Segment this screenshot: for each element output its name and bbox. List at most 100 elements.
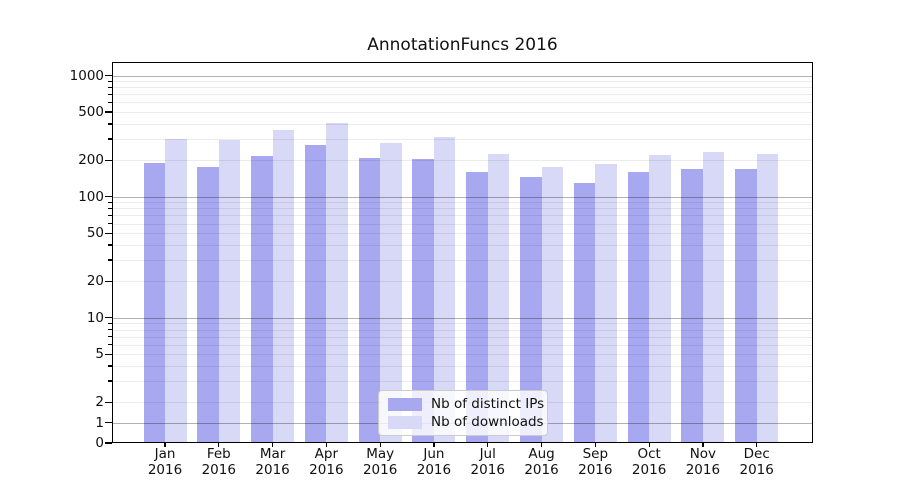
- gridline-minor: [112, 208, 813, 210]
- gridline-minor: [112, 202, 813, 204]
- y-tick-mark: [105, 401, 112, 404]
- gridline-minor: [112, 260, 813, 261]
- y-tick-mark: [105, 353, 112, 355]
- legend-swatch-distinct-ips: [388, 397, 422, 411]
- y-minor-tick-mark: [108, 214, 112, 217]
- x-tick-label: May 2016: [362, 446, 398, 478]
- bar-downloads: [649, 155, 671, 443]
- y-minor-tick-mark: [108, 244, 112, 246]
- bar-distinct-ips: [466, 171, 488, 443]
- y-tick-label: 0: [95, 435, 104, 451]
- y-tick-mark: [105, 422, 112, 424]
- bar-downloads: [165, 138, 187, 443]
- x-tick-mark: [594, 443, 597, 447]
- x-tick-label: Jan 2016: [147, 446, 183, 478]
- x-tick-mark: [271, 443, 274, 447]
- y-tick-mark: [105, 111, 112, 113]
- bar-downloads: [702, 151, 725, 443]
- gridline-minor: [112, 323, 813, 325]
- y-minor-tick-mark: [108, 344, 112, 346]
- gridline-major: [112, 75, 813, 77]
- bar-distinct-ips: [197, 167, 219, 443]
- y-tick-label: 10: [86, 309, 104, 326]
- gridline-minor: [112, 354, 813, 356]
- x-tick-label: Dec 2016: [739, 446, 774, 478]
- bar-downloads: [595, 164, 617, 443]
- bar-distinct-ips: [627, 171, 650, 443]
- gridline-major: [112, 196, 813, 198]
- y-tick-mark: [105, 196, 112, 198]
- x-tick-label: Sep 2016: [578, 446, 613, 478]
- x-tick-mark: [164, 443, 166, 447]
- legend-label-distinct-ips: Nb of distinct IPs: [431, 396, 545, 412]
- gridline-minor: [112, 123, 813, 125]
- bar-downloads: [380, 142, 402, 443]
- x-tick-label: Apr 2016: [309, 446, 344, 478]
- bar-distinct-ips: [573, 182, 596, 443]
- bar-distinct-ips: [735, 168, 757, 443]
- bar-downloads: [541, 167, 564, 443]
- x-tick-label: Jun 2016: [416, 446, 452, 478]
- bar-downloads: [433, 137, 456, 443]
- x-tick-label: Aug 2016: [524, 446, 559, 478]
- y-tick-label: 2: [95, 394, 104, 411]
- y-minor-tick-mark: [108, 335, 112, 338]
- y-tick-mark: [105, 75, 112, 77]
- bars-layer: [112, 62, 813, 443]
- bar-distinct-ips: [520, 177, 542, 443]
- y-tick-mark: [105, 280, 112, 283]
- y-minor-tick-mark: [108, 365, 112, 367]
- bar-distinct-ips: [681, 168, 703, 443]
- gridline-minor: [112, 87, 813, 89]
- x-tick-label: Nov 2016: [685, 446, 721, 478]
- gridline-minor: [112, 102, 813, 104]
- x-tick-label: Jul 2016: [470, 446, 505, 478]
- y-tick-label: 1: [95, 414, 104, 431]
- gridline-minor: [112, 336, 813, 338]
- y-minor-tick-mark: [108, 259, 112, 261]
- gridline-minor: [112, 81, 813, 83]
- bar-distinct-ips: [143, 162, 165, 443]
- bar-distinct-ips: [412, 158, 434, 443]
- plot-area: [112, 62, 813, 443]
- gridline-minor: [112, 160, 813, 162]
- bar-downloads: [272, 130, 295, 443]
- gridline-major: [112, 317, 813, 319]
- y-minor-tick-mark: [108, 123, 112, 125]
- gridline-minor: [112, 94, 813, 96]
- x-tick-mark: [648, 443, 650, 447]
- x-tick-label: Mar 2016: [255, 446, 290, 478]
- gridline-minor: [112, 329, 813, 331]
- chart-title: AnnotationFuncs 2016: [367, 35, 558, 55]
- legend-label-downloads: Nb of downloads: [431, 414, 544, 430]
- y-tick-label: 500: [78, 104, 104, 121]
- legend-item-distinct-ips: Nb of distinct IPs: [388, 396, 544, 412]
- y-tick-label: 20: [86, 273, 104, 290]
- x-tick-mark: [487, 443, 489, 447]
- y-minor-tick-mark: [108, 380, 112, 382]
- bar-downloads: [218, 139, 241, 443]
- y-tick-mark: [105, 442, 112, 444]
- y-minor-tick-mark: [108, 322, 112, 324]
- y-minor-tick-mark: [108, 328, 112, 331]
- y-minor-tick-mark: [108, 86, 112, 89]
- y-minor-tick-mark: [108, 222, 112, 225]
- bar-distinct-ips: [304, 145, 327, 443]
- x-tick-mark: [756, 443, 758, 447]
- gridline-minor: [112, 223, 813, 225]
- gridline-minor: [112, 381, 813, 383]
- y-minor-tick-mark: [108, 93, 112, 96]
- bar-downloads: [756, 154, 779, 443]
- bar-distinct-ips: [358, 157, 381, 443]
- gridline-minor: [112, 344, 813, 346]
- y-minor-tick-mark: [108, 101, 112, 104]
- x-tick-mark: [702, 443, 704, 447]
- y-tick-mark: [105, 232, 112, 234]
- bar-downloads: [487, 154, 510, 443]
- y-minor-tick-mark: [108, 201, 112, 203]
- y-tick-label: 1000: [69, 67, 104, 84]
- x-tick-mark: [433, 443, 435, 447]
- y-tick-label: 200: [78, 152, 104, 169]
- x-tick-mark: [379, 443, 381, 447]
